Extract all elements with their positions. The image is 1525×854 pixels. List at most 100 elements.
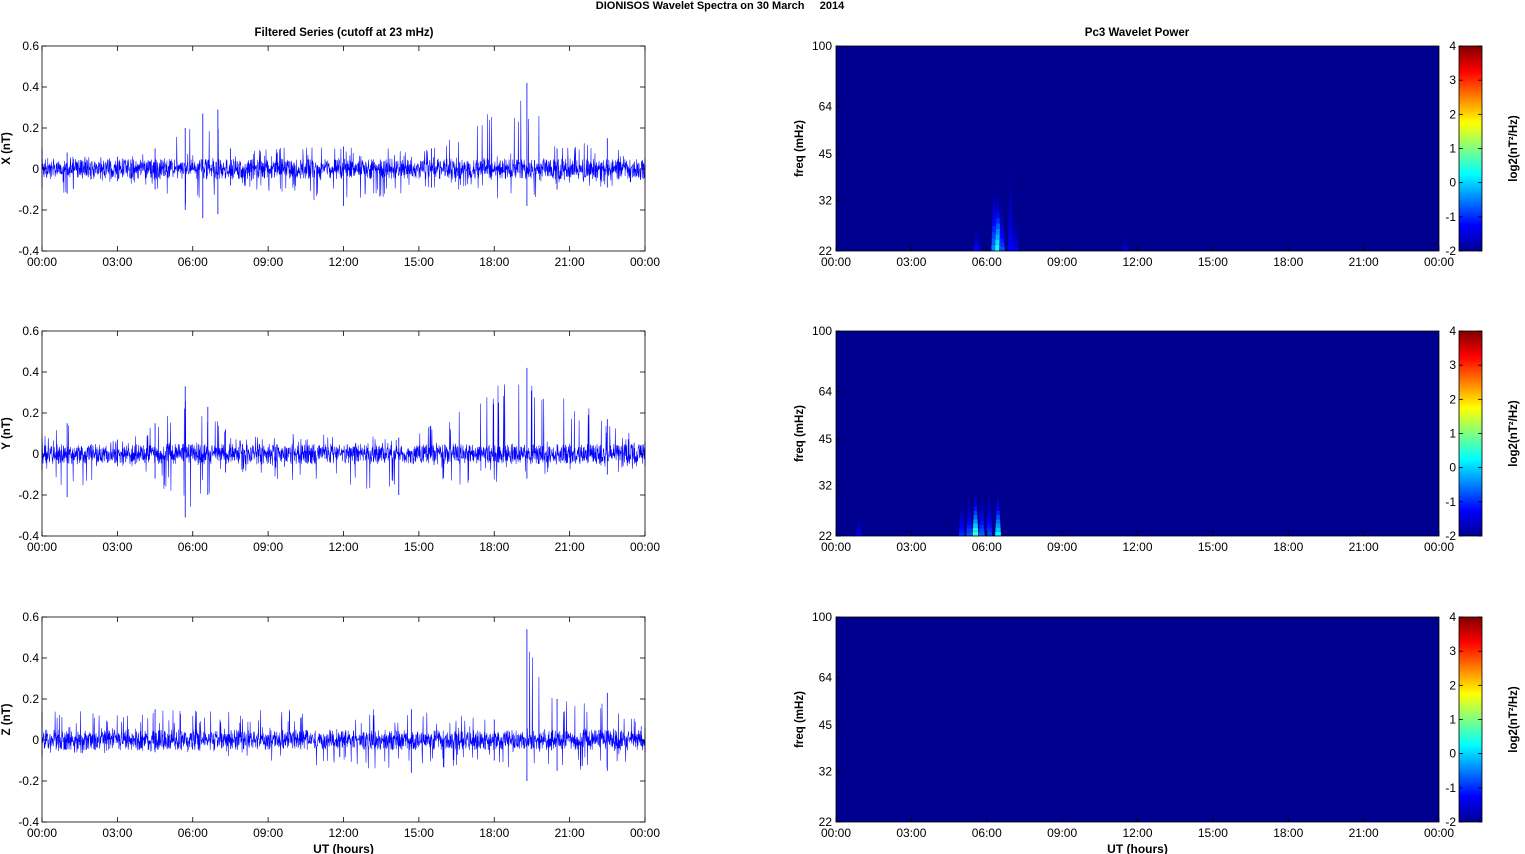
spectrum-feature-x-4-2 xyxy=(1008,226,1013,235)
x-tick-label: 00:00 xyxy=(630,255,660,269)
spectrum-feature-x-2-7 xyxy=(996,207,1000,213)
spectrum-feature-y-4-0 xyxy=(978,532,985,536)
spectrum-feature-x-0-6 xyxy=(975,235,979,238)
spectrum-feature-x-6-7 xyxy=(1123,237,1127,239)
spectrum-feature-y-0-0 xyxy=(855,534,862,536)
x-axis-label: UT (hours) xyxy=(1107,842,1168,854)
spectrum-feature-x-6-1 xyxy=(1122,247,1128,250)
y-tick-label: 0.4 xyxy=(22,80,39,94)
spectrum-feature-y-6-3 xyxy=(995,519,1001,524)
y-axis-label: X (nT) xyxy=(1,132,13,165)
spectrum-background xyxy=(836,331,1439,536)
spectrum-feature-x-3-3 xyxy=(999,234,1004,239)
spectrum-background xyxy=(836,46,1439,251)
y-tick-label: 32 xyxy=(819,478,833,492)
spectrum-feature-y-4-8 xyxy=(980,502,983,507)
colorbar-tick-label: 2 xyxy=(1449,392,1456,406)
spectrum-background xyxy=(836,617,1439,822)
x-tick-label: 12:00 xyxy=(1122,255,1152,269)
x-tick-label: 21:00 xyxy=(555,540,585,554)
spectrum-feature-x-1-6 xyxy=(992,206,996,214)
spectrum-feature-y-4-1 xyxy=(979,528,985,533)
spectrum-feature-x-1-3 xyxy=(992,225,997,233)
spectrum-feature-y-5-3 xyxy=(987,519,992,524)
colorbar-tick-label: -2 xyxy=(1445,529,1456,543)
x-tick-label: 18:00 xyxy=(479,540,509,554)
x-tick-label: 12:00 xyxy=(328,540,358,554)
spectrum-feature-x-2-1 xyxy=(995,240,1001,246)
colorbar-tick-label: 4 xyxy=(1449,39,1456,53)
spectrum-feature-x-6-2 xyxy=(1122,245,1128,248)
spectrum-feature-x-6-4 xyxy=(1123,242,1127,245)
x-tick-label: 15:00 xyxy=(404,255,434,269)
y-tick-label: 0.4 xyxy=(22,365,39,379)
colorbar-tick-label: 0 xyxy=(1449,747,1456,761)
spectrum-feature-x-1-9 xyxy=(993,188,996,195)
y-tick-label: -0.2 xyxy=(18,774,39,788)
spectrum-feature-y-1-6 xyxy=(960,513,964,517)
spectrum-feature-x-6-3 xyxy=(1122,244,1128,246)
x-tick-label: 00:00 xyxy=(630,540,660,554)
x-tick-label: 09:00 xyxy=(253,255,283,269)
spectrum-feature-x-6-6 xyxy=(1123,238,1127,241)
figure-title: DIONISOS Wavelet Spectra on 30 March 201… xyxy=(596,0,845,12)
colorbar-tick-label: 4 xyxy=(1449,324,1456,338)
x-tick-label: 12:00 xyxy=(1122,826,1152,840)
colorbar-tick-label: 1 xyxy=(1449,142,1456,156)
spectrum-feature-x-0-0 xyxy=(973,248,980,251)
spectrum-feature-y-0-6 xyxy=(857,523,861,526)
spectrum-feature-x-5-8 xyxy=(1014,221,1017,225)
spectrum-feature-y-1-4 xyxy=(959,519,964,523)
y-tick-label: 0.6 xyxy=(22,39,39,53)
spectrum-feature-x-2-2 xyxy=(995,234,1001,241)
y-tick-label: 22 xyxy=(819,529,833,543)
spectrum-feature-y-6-7 xyxy=(996,502,1000,507)
x-tick-label: 06:00 xyxy=(972,540,1002,554)
spectrum-feature-y-6-5 xyxy=(996,510,1000,516)
x-tick-label: 06:00 xyxy=(178,540,208,554)
spectrum-feature-y-0-5 xyxy=(856,525,861,528)
y-axis-label: Z (nT) xyxy=(1,703,13,735)
y-tick-label: 22 xyxy=(819,815,833,829)
colorbar-tick-label: -1 xyxy=(1445,495,1456,509)
y-tick-label: -0.2 xyxy=(18,488,39,502)
spectrum-feature-x-3-7 xyxy=(1000,217,1004,222)
spectrum-feature-x-5-2 xyxy=(1013,241,1019,245)
spectrum-feature-y-3-8 xyxy=(974,498,977,503)
spectrum-feature-y-1-0 xyxy=(958,532,965,536)
x-tick-label: 21:00 xyxy=(555,826,585,840)
x-tick-label: 03:00 xyxy=(102,540,132,554)
spectrum-feature-y-2-0 xyxy=(966,532,972,536)
colorbar-tick-label: 4 xyxy=(1449,610,1456,624)
x-tick-label: 00:00 xyxy=(821,540,851,554)
spectrum-feature-y-2-1 xyxy=(966,528,972,533)
spectrum-feature-x-2-3 xyxy=(995,229,1001,235)
y-tick-label: 0 xyxy=(32,733,39,747)
series-axes-box xyxy=(41,330,646,537)
spectrum-feature-x-6-5 xyxy=(1123,240,1127,243)
colorbar-label: log2(nT²/Hz) xyxy=(1508,686,1520,753)
colorbar-tick-label: -2 xyxy=(1445,815,1456,829)
y-tick-label: -0.2 xyxy=(18,203,39,217)
spectrum-feature-x-2-9 xyxy=(997,196,999,202)
spectrum-feature-x-2-8 xyxy=(997,201,1000,208)
y-axis-label: freq (mHz) xyxy=(794,405,806,462)
panels-group: -0.4-0.200.20.40.600:00 03:00 06:00 09:00 12… xyxy=(1,39,1520,854)
x-tick-label: 18:00 xyxy=(1273,255,1303,269)
spectrum-feature-x-5-7 xyxy=(1014,224,1017,229)
spectrum-feature-y-4-5 xyxy=(980,513,984,518)
y-tick-label: 64 xyxy=(819,384,833,398)
colorbar-tick-label: 0 xyxy=(1449,176,1456,190)
spectrum-feature-x-2-4 xyxy=(996,223,1000,230)
series-trace-y xyxy=(41,384,646,507)
y-tick-label: 0.2 xyxy=(22,121,39,135)
spectrum-feature-y-2-6 xyxy=(967,509,971,514)
spectrum-feature-y-3-1 xyxy=(972,527,979,532)
spectrum-feature-x-4-3 xyxy=(1008,218,1013,227)
spectrum-feature-x-6-9 xyxy=(1124,233,1126,236)
spectrum-feature-y-1-7 xyxy=(960,509,963,514)
y-axis-label: freq (mHz) xyxy=(794,120,806,177)
